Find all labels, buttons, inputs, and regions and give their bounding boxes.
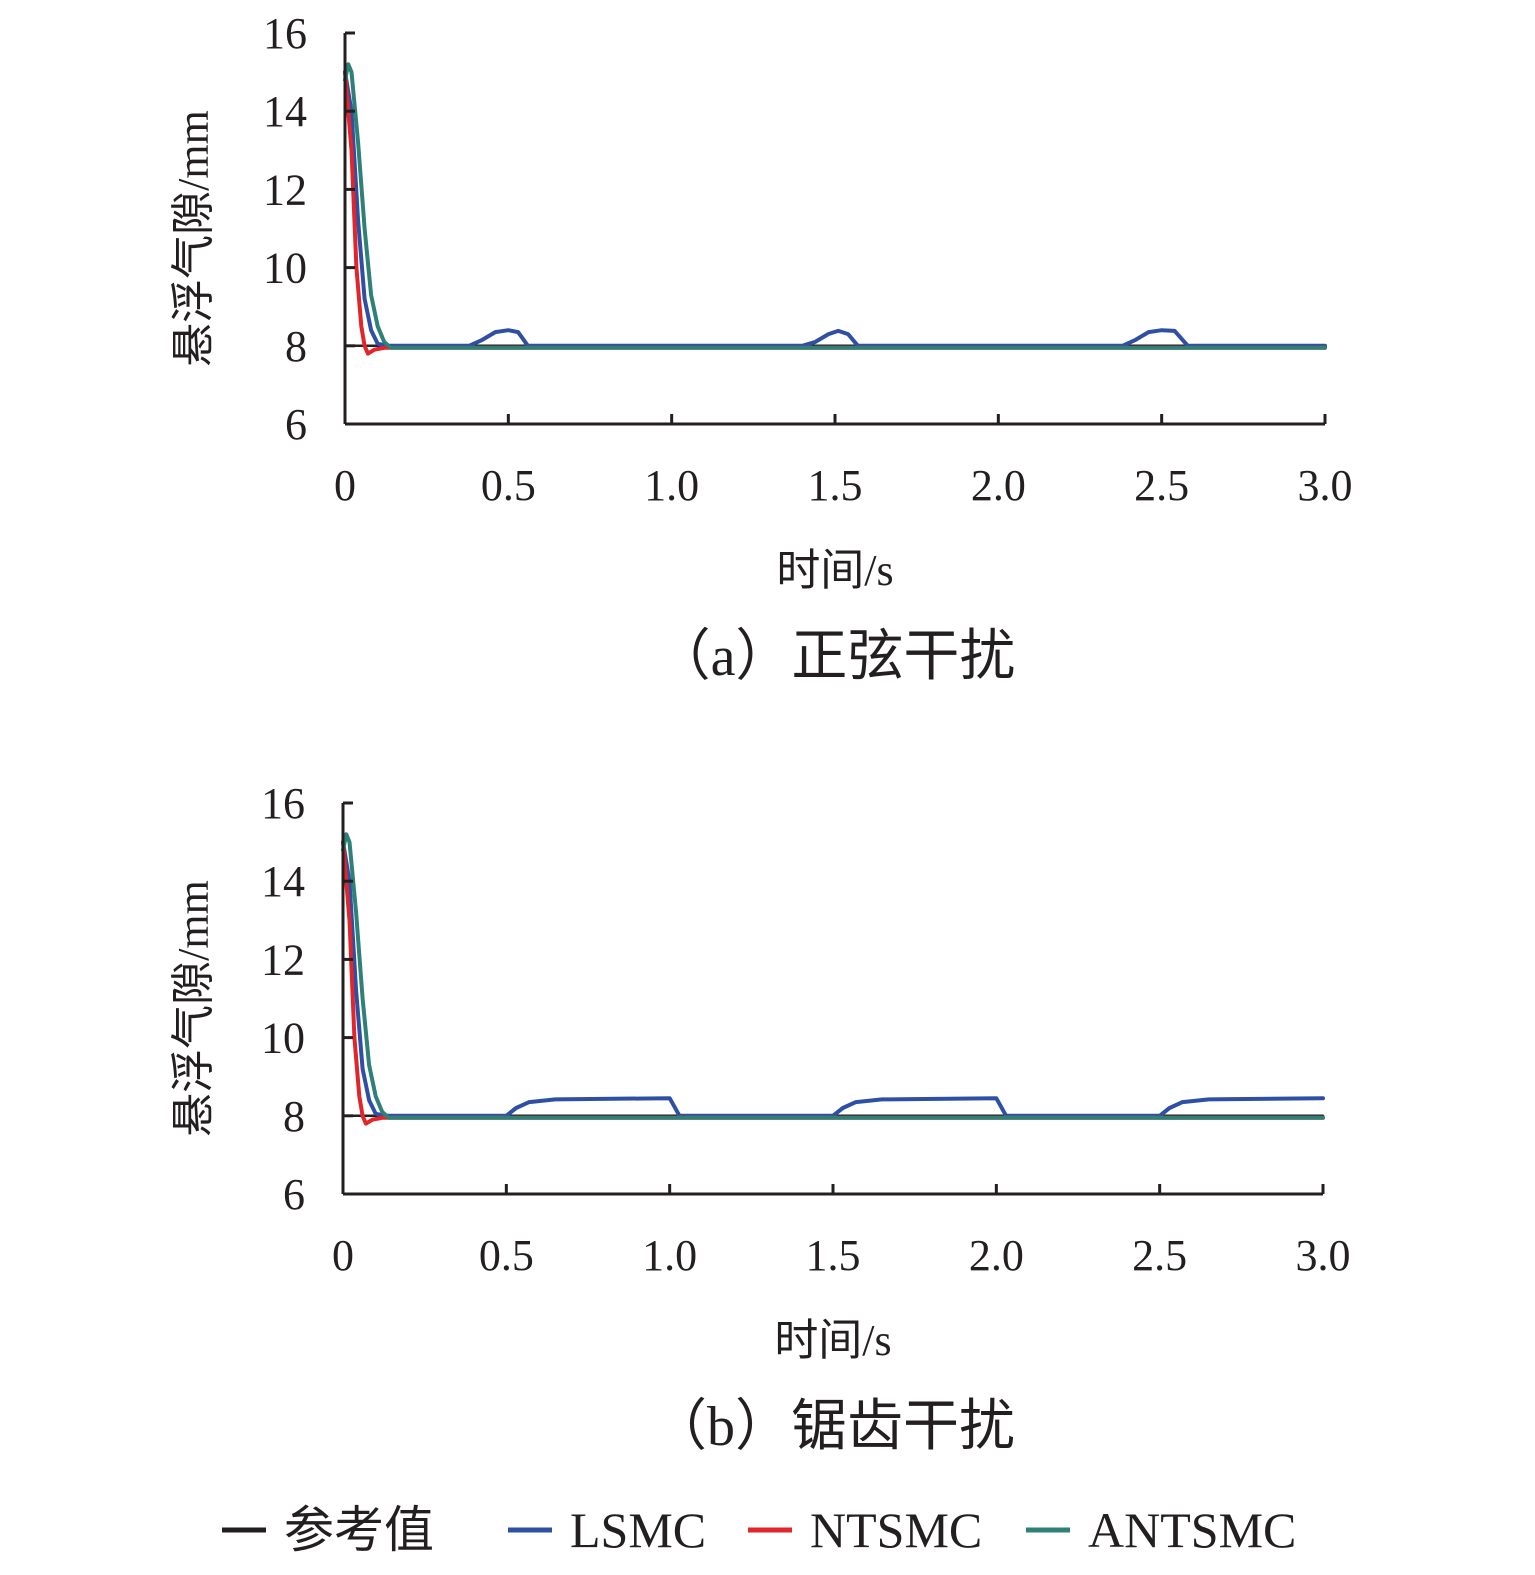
series-line-ANTSMC [343, 62, 1327, 350]
legend-item: LSMC [508, 1502, 706, 1558]
y-tick-label: 10 [263, 244, 307, 293]
x-tick-label: 0 [334, 461, 356, 510]
legend-item: 参考值 [222, 1502, 434, 1558]
series-line-ANTSMC [341, 832, 1325, 1120]
series-line-NTSMC [343, 70, 1327, 356]
series-group [343, 62, 1327, 356]
y-tick-label: 16 [263, 9, 307, 58]
series-group [341, 832, 1325, 1126]
x-tick-label: 2.5 [1132, 1231, 1187, 1280]
y-tick-label: 14 [261, 857, 305, 906]
x-tick-label: 1.5 [808, 461, 863, 510]
y-tick-label: 12 [263, 165, 307, 214]
y-tick-label: 8 [285, 322, 307, 371]
series-line-LSMC [343, 70, 1327, 348]
legend-label: NTSMC [810, 1502, 982, 1558]
x-tick-label: 1.0 [644, 461, 699, 510]
x-tick-label: 0 [332, 1231, 354, 1280]
x-tick-label: 3.0 [1296, 1231, 1351, 1280]
y-tick-label: 10 [261, 1014, 305, 1063]
x-tick-label: 0.5 [481, 461, 536, 510]
x-axis-title: 时间/s [774, 1316, 891, 1365]
y-tick-label: 16 [261, 779, 305, 828]
panel-b-sawtooth-disturbance: 6 8 10 12 14 16 0 0.5 1.0 1.5 2.0 2.5 3.0 时间/s 悬浮气隙/mm… [169, 779, 1351, 1458]
y-tick-label: 14 [263, 87, 307, 136]
series-line-LSMC [341, 840, 1325, 1118]
x-tick-label: 2.0 [971, 461, 1026, 510]
y-tick-label: 8 [283, 1092, 305, 1141]
y-axis-title: 悬浮气隙/mm [169, 110, 218, 367]
y-axis-title: 悬浮气隙/mm [169, 880, 218, 1137]
y-tick-label: 6 [285, 400, 307, 449]
x-tick-label: 1.0 [642, 1231, 697, 1280]
legend: 参考值 LSMC NTSMC ANTSMC [222, 1502, 1296, 1558]
x-tick-label: 2.0 [969, 1231, 1024, 1280]
series-line-NTSMC [341, 840, 1325, 1126]
panel-a-sine-disturbance: 6 8 10 12 14 16 0 0.5 1.0 1.5 2.0 2.5 3.0 时间/s 悬浮气隙/mm… [169, 9, 1353, 688]
x-tick-label: 3.0 [1298, 461, 1353, 510]
panel-caption: （b）锯齿干扰 [651, 1396, 1015, 1458]
legend-label: ANTSMC [1088, 1502, 1296, 1558]
x-tick-label: 1.5 [806, 1231, 861, 1280]
x-axis-title: 时间/s [776, 546, 893, 595]
legend-item: ANTSMC [1026, 1502, 1296, 1558]
y-tick-label: 6 [283, 1170, 305, 1219]
panel-caption: （a）正弦干扰 [655, 626, 1016, 688]
x-tick-label: 2.5 [1134, 461, 1189, 510]
legend-label: LSMC [570, 1502, 706, 1558]
y-tick-label: 12 [261, 935, 305, 984]
legend-item: NTSMC [748, 1502, 982, 1558]
x-tick-label: 0.5 [479, 1231, 534, 1280]
legend-label: 参考值 [284, 1502, 434, 1558]
